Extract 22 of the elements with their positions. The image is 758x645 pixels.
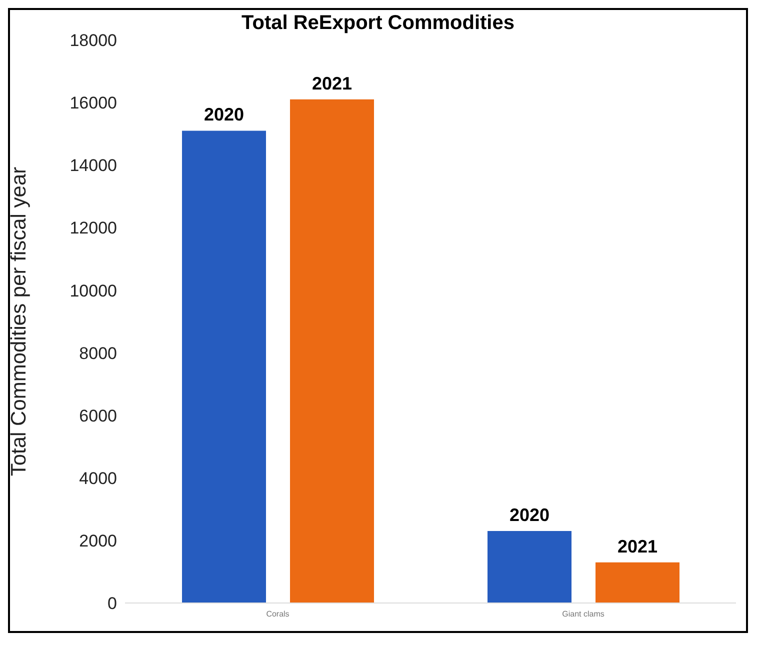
series-label: 2021: [312, 73, 352, 94]
bar: [488, 531, 572, 603]
y-tick-label: 0: [108, 594, 117, 614]
y-tick-label: 14000: [70, 156, 117, 176]
text: 2020: [204, 104, 244, 125]
bar: [596, 562, 680, 603]
y-tick-label: 16000: [70, 94, 117, 113]
x-tick-label: Giant clams: [562, 610, 604, 619]
bar: [290, 99, 374, 603]
y-axis-title: Total Commodities per fiscal year: [7, 166, 30, 476]
y-tick-label: 8000: [79, 344, 117, 363]
y-tick-label: 18000: [70, 31, 117, 50]
y-tick-label: 6000: [79, 406, 117, 426]
bar: [182, 130, 266, 603]
y-tick-label: 12000: [70, 218, 117, 238]
text: 2021: [617, 536, 658, 556]
y-tick-label: 4000: [79, 468, 117, 488]
y-tick-label: 10000: [70, 281, 117, 300]
y-tick-label: 2000: [79, 531, 117, 550]
chart-title: Total ReExport Commodities: [242, 12, 514, 34]
x-tick-label: Corals: [266, 610, 290, 619]
series-label: 2020: [509, 505, 550, 526]
